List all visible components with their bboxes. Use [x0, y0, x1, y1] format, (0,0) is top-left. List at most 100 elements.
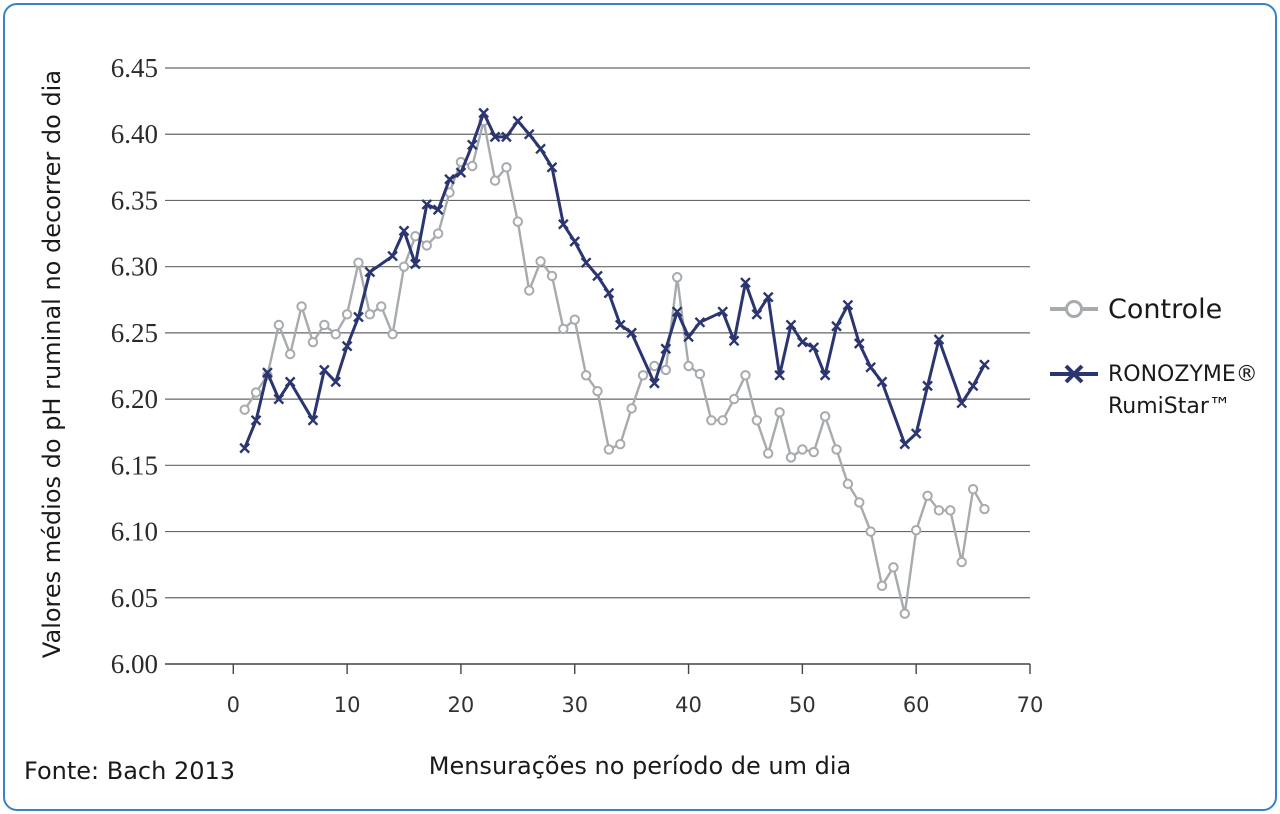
- x-tick-label: 40: [675, 693, 702, 717]
- x-tick-label: 20: [448, 693, 475, 717]
- data-point: [967, 483, 979, 495]
- data-point: [842, 478, 854, 490]
- data-point: [592, 270, 603, 282]
- data-point: [444, 173, 455, 185]
- legend-item-ronozyme: RONOZYME® RumiStar™: [1050, 362, 1265, 419]
- data-point: [341, 340, 353, 352]
- data-point: [945, 505, 956, 516]
- y-tick-label: 6.40: [111, 119, 158, 149]
- data-point: [819, 411, 831, 422]
- data-point: [364, 266, 376, 278]
- x-axis: 0 10 20 30 40 50 60 70: [227, 664, 1044, 717]
- legend: Controle RONOZYME® RumiStar™: [1050, 294, 1265, 419]
- data-point: [785, 319, 797, 331]
- data-point: [956, 397, 968, 409]
- data-point: [774, 407, 785, 418]
- data-point: [637, 370, 649, 381]
- data-point: [398, 225, 410, 237]
- data-point: [922, 380, 933, 392]
- data-point: [353, 311, 364, 323]
- data-point: [956, 556, 967, 568]
- data-point: [603, 444, 615, 455]
- data-point: [979, 503, 990, 515]
- data-point: [262, 367, 273, 378]
- data-point: [387, 250, 398, 262]
- y-tick-label: 6.15: [111, 450, 158, 480]
- chart-frame: [3, 3, 1277, 811]
- data-point: [683, 360, 694, 372]
- series-ronozyme: [239, 107, 990, 454]
- data-point: [660, 364, 671, 376]
- legend-marker-controle: [1065, 300, 1083, 318]
- data-point: [649, 360, 660, 372]
- data-point: [694, 368, 706, 380]
- x-axis-label: Mensurações no período de um dia: [429, 752, 852, 780]
- data-point: [489, 175, 501, 186]
- data-point: [421, 240, 432, 251]
- data-point: [353, 257, 364, 268]
- data-point: [865, 526, 876, 537]
- x-tick-label: 70: [1017, 693, 1044, 717]
- data-point: [330, 329, 341, 340]
- data-point: [432, 204, 444, 216]
- data-point: [717, 415, 728, 426]
- data-point: [671, 272, 683, 283]
- data-point: [854, 497, 865, 508]
- data-point: [740, 277, 751, 288]
- data-point: [842, 299, 854, 311]
- data-point: [478, 107, 490, 119]
- data-point: [250, 414, 262, 426]
- y-tick-label: 6.00: [111, 649, 158, 679]
- y-tick-labels: 6.00 6.05 6.10 6.15 6.20 6.25 6.30 6.35 6.40 6.45: [111, 53, 158, 679]
- data-point: [455, 167, 467, 178]
- data-point: [524, 285, 535, 296]
- data-point: [273, 319, 285, 331]
- data-point: [660, 343, 672, 355]
- data-point: [467, 160, 478, 172]
- data-point: [614, 319, 626, 331]
- data-point: [546, 270, 558, 282]
- data-point: [387, 329, 398, 340]
- y-tick-label: 6.10: [111, 517, 158, 547]
- series-controle: [239, 115, 990, 619]
- data-point: [410, 231, 421, 242]
- x-tick-label: 50: [789, 693, 816, 717]
- data-point: [865, 361, 877, 373]
- data-point: [284, 348, 296, 360]
- data-point: [728, 335, 740, 347]
- legend-label-ronozyme-line2: RumiStar™: [1108, 394, 1231, 419]
- legend-label-ronozyme-line1: RONOZYME®: [1108, 362, 1258, 387]
- data-point: [239, 442, 251, 454]
- data-point: [250, 387, 262, 398]
- data-point: [421, 199, 433, 210]
- data-point: [694, 316, 706, 328]
- data-point: [762, 291, 774, 303]
- data-point: [626, 327, 637, 339]
- data-point: [501, 131, 512, 143]
- data-point: [319, 319, 330, 331]
- y-tick-label: 6.35: [111, 185, 158, 215]
- data-point: [558, 323, 569, 335]
- data-point: [808, 446, 819, 458]
- y-tick-label: 6.20: [111, 384, 158, 414]
- data-point: [284, 376, 296, 388]
- data-point: [580, 257, 592, 269]
- data-point: [751, 308, 763, 320]
- data-point: [307, 336, 319, 348]
- x-tick-label: 60: [903, 693, 930, 717]
- x-tick-label: 10: [334, 693, 361, 717]
- series-line: [243, 111, 986, 449]
- x-tick-label: 30: [561, 693, 588, 717]
- data-point: [626, 403, 637, 414]
- data-point: [432, 228, 444, 239]
- legend-label-ronozyme: RONOZYME® RumiStar™: [1108, 362, 1265, 419]
- data-point: [364, 309, 376, 320]
- x-tick-label: 0: [227, 693, 240, 717]
- data-point: [876, 580, 888, 592]
- data-point: [603, 287, 615, 299]
- y-tick-label: 6.25: [111, 318, 158, 348]
- data-point: [569, 314, 580, 325]
- data-point: [853, 338, 865, 349]
- data-point: [296, 301, 307, 312]
